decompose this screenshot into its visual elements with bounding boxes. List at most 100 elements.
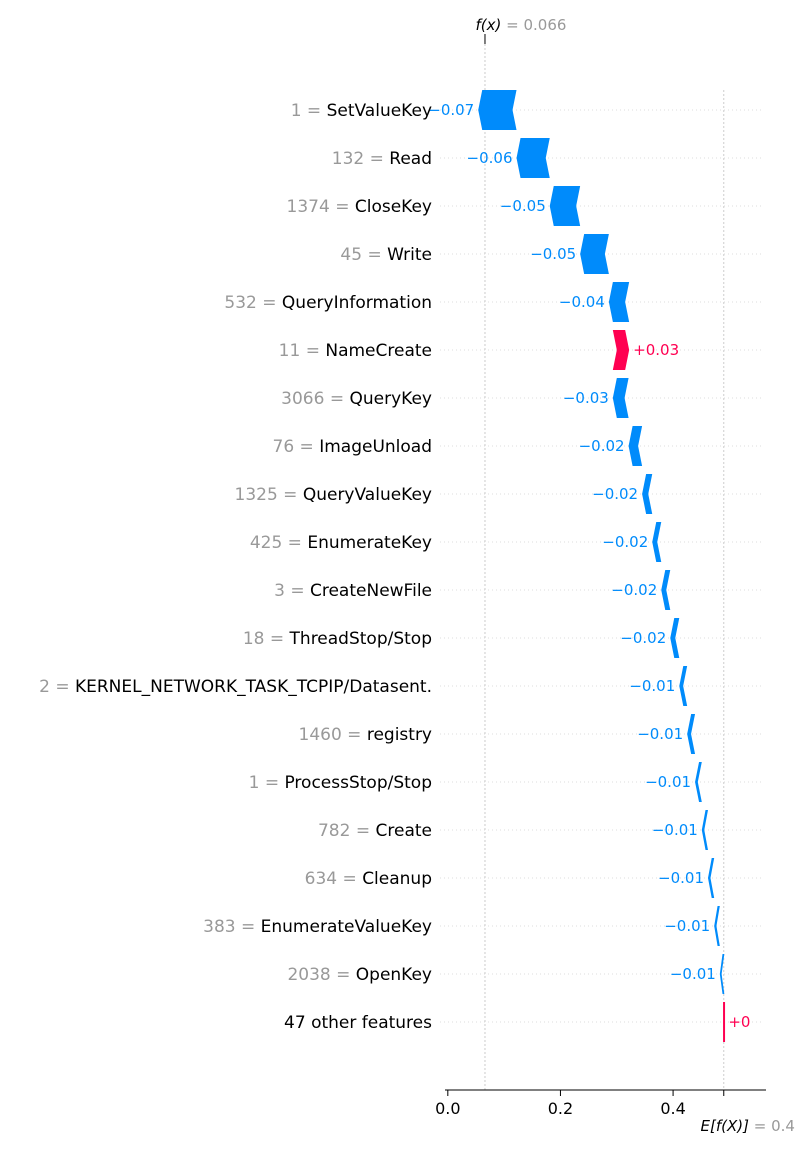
bar [714, 906, 720, 946]
bar [670, 618, 680, 658]
feature-equals: = [236, 917, 261, 937]
feature-equals: = [342, 725, 367, 745]
feature-label: 18 = ThreadStop/Stop [243, 629, 432, 649]
feature-equals: = [264, 629, 289, 649]
feature-equals: = [257, 293, 282, 313]
feature-name: EnumerateValueKey [261, 917, 432, 937]
contribution-label: −0.05 [500, 197, 546, 215]
bar [478, 90, 517, 130]
feature-label: 425 = EnumerateKey [250, 533, 432, 553]
feature-label: 782 = Create [318, 821, 432, 841]
feature-name: ImageUnload [319, 437, 432, 457]
feature-name: ThreadStop/Stop [289, 629, 432, 649]
contribution-label: +0 [728, 1013, 750, 1031]
bar [707, 858, 715, 898]
feature-name: EnumerateKey [307, 533, 432, 553]
feature-name: Write [387, 245, 432, 265]
feature-name: CreateNewFile [310, 581, 432, 601]
contribution-label: −0.07 [428, 101, 474, 119]
bar [695, 762, 702, 802]
feature-value: 634 [305, 869, 337, 889]
bar [516, 138, 550, 178]
contribution-labels: −0.07 −0.06 −0.05 −0.05 −0.04 +0.03 −0.03 −0.02… [428, 101, 750, 1031]
bar [612, 378, 629, 418]
contribution-label: −0.02 [620, 629, 666, 647]
bar [580, 234, 609, 274]
feature-value: 1460 [299, 725, 342, 745]
feature-equals: = [350, 821, 375, 841]
contribution-label: −0.01 [664, 917, 710, 935]
feature-value: 11 [279, 341, 301, 361]
bar [679, 666, 688, 706]
feature-label: 76 = ImageUnload [273, 437, 433, 457]
feature-label: 11 = NameCreate [279, 341, 432, 361]
feature-value: 532 [224, 293, 256, 313]
contribution-label: −0.02 [592, 485, 638, 503]
feature-name: 47 other features [284, 1013, 432, 1033]
feature-equals: = [337, 869, 362, 889]
feature-name: NameCreate [325, 341, 432, 361]
feature-label: 1374 = CloseKey [287, 197, 432, 217]
contribution-label: −0.01 [637, 725, 683, 743]
feature-label: 1 = ProcessStop/Stop [249, 773, 432, 793]
feature-name: OpenKey [356, 965, 432, 985]
feature-label: 3 = CreateNewFile [274, 581, 432, 601]
feature-value: 45 [340, 245, 362, 265]
bar [628, 426, 643, 466]
bar [687, 714, 696, 754]
bar [612, 330, 630, 370]
feature-name: registry [367, 725, 432, 745]
reference-lines [484, 34, 725, 1090]
feature-name: QueryInformation [282, 293, 432, 313]
feature-value: 1374 [287, 197, 330, 217]
feature-name: KERNEL_NETWORK_TASK_TCPIP/Datasent. [75, 677, 432, 697]
expected-value: = 0.4 [749, 1117, 795, 1135]
contribution-label: −0.06 [467, 149, 513, 167]
feature-value: 18 [243, 629, 265, 649]
feature-value: 1 [249, 773, 260, 793]
feature-equals: = [282, 533, 307, 553]
fx-annotation: f(x) = 0.066 [476, 16, 567, 34]
feature-equals: = [294, 437, 319, 457]
feature-name: Create [376, 821, 433, 841]
bar [642, 474, 653, 514]
contribution-label: −0.01 [645, 773, 691, 791]
contribution-label: −0.01 [629, 677, 675, 695]
feature-name: CloseKey [355, 197, 432, 217]
x-tick-label: 0.4 [660, 1099, 685, 1118]
contribution-label: −0.03 [563, 389, 609, 407]
feature-value: 132 [332, 149, 364, 169]
feature-label: 3066 = QueryKey [281, 389, 432, 409]
feature-value: 1 [291, 101, 302, 121]
fx-label: f(x) [476, 16, 502, 34]
feature-label: 47 other features [284, 1013, 432, 1033]
feature-value: 3066 [281, 389, 324, 409]
feature-label: 1325 = QueryValueKey [235, 485, 433, 505]
contribution-label: −0.02 [579, 437, 625, 455]
bar [701, 810, 708, 850]
contribution-label: +0.03 [633, 341, 679, 359]
feature-label: 532 = QueryInformation [224, 293, 432, 313]
contribution-label: −0.01 [652, 821, 698, 839]
x-tick-label: 0.0 [435, 1099, 460, 1118]
contribution-label: −0.04 [559, 293, 605, 311]
feature-name: SetValueKey [327, 101, 432, 121]
feature-equals: = [259, 773, 284, 793]
contribution-label: −0.01 [670, 965, 716, 983]
feature-name: QueryKey [350, 389, 433, 409]
feature-label: 45 = Write [340, 245, 432, 265]
feature-label: 1 = SetValueKey [291, 101, 432, 121]
contribution-label: −0.02 [602, 533, 648, 551]
feature-label: 1460 = registry [299, 725, 433, 745]
feature-value: 2 [39, 677, 50, 697]
feature-name: ProcessStop/Stop [284, 773, 432, 793]
bar [719, 954, 725, 994]
feature-value: 2038 [287, 965, 330, 985]
contribution-label: −0.05 [530, 245, 576, 263]
contribution-label: −0.02 [611, 581, 657, 599]
bar [652, 522, 662, 562]
bars [478, 90, 726, 1042]
feature-equals: = [285, 581, 310, 601]
